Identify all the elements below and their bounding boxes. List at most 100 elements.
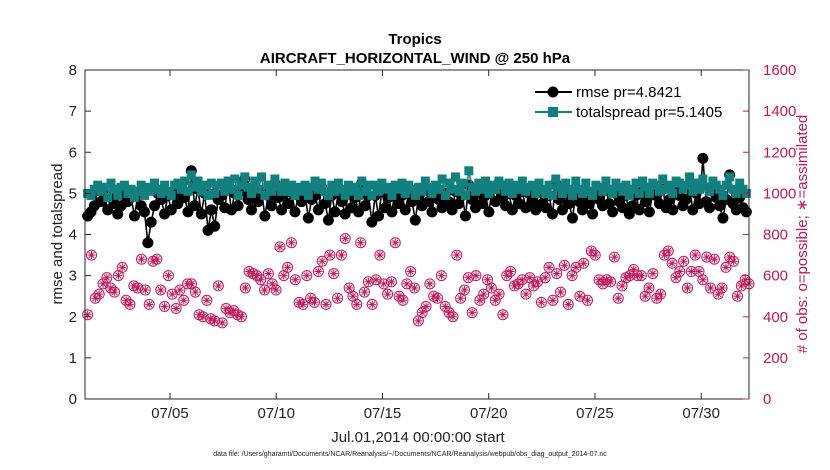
rmse-point [112,208,124,220]
totalspread-point [310,176,320,186]
obs-possible-point [332,292,344,304]
totalspread-point [337,184,347,194]
totalspread-point [360,186,370,196]
rmse-point [453,198,465,210]
rmse-point [329,206,341,218]
obs-assimilated-point [318,257,327,266]
obs-assimilated-point [260,286,269,295]
rmse-point [302,212,314,224]
y-tick-label: 4 [69,227,77,244]
obs-possible-point [339,233,351,245]
obs-assimilated-point [310,298,319,307]
totalspread-point [444,178,454,188]
obs-assimilated-point [241,283,250,292]
obs-assimilated-point [402,279,411,288]
obs-possible-point [474,294,486,306]
y-right-tick-label: 800 [763,227,788,244]
rmse-point [359,200,371,212]
obs-possible-point [489,294,501,306]
obs-possible-point [547,294,559,306]
obs-possible-point [443,307,455,319]
obs-possible-point [285,237,297,249]
obs-assimilated-point [364,277,373,286]
obs-assimilated-point [199,312,208,321]
totalspread-point [497,180,507,190]
rmse-point [607,206,619,218]
totalspread-point [668,188,678,198]
totalspread-point [551,174,561,184]
obs-assimilated-point [675,267,684,276]
totalspread-point [481,176,491,186]
obs-assimilated-point [437,271,446,280]
totalspread-point [581,178,591,188]
totalspread-point [631,178,641,188]
obs-possible-point [497,309,509,321]
obs-possible-point [358,286,370,298]
rmse-point [546,208,558,220]
obs-possible-point [289,274,301,286]
totalspread-point [578,188,588,198]
obs-assimilated-point [152,255,161,264]
obs-assimilated-point [606,277,615,286]
rmse-point [209,220,221,232]
rmse-point [740,206,752,218]
y-tick-label: 6 [69,144,77,161]
totalspread-point [203,190,213,200]
rmse-point [459,210,471,222]
obs-possible-point [451,249,463,261]
totalspread-point [106,178,116,188]
totalspread-point [501,186,511,196]
rmse-point [483,206,495,218]
rmse-point [423,196,435,208]
x-tick-label: 07/20 [470,405,508,422]
totalspread-point [243,182,253,192]
rmse-point [426,206,438,218]
totalspread-point [323,190,333,200]
obs-assimilated-point [521,290,530,299]
obs-possible-point [681,282,693,294]
obs-assimilated-point [187,279,196,288]
totalspread-point [283,186,293,196]
totalspread-point [561,178,571,188]
totalspread-point [504,178,514,188]
totalspread-point [183,186,193,196]
totalspread-point [644,188,654,198]
obs-assimilated-point [191,288,200,297]
totalspread-point [718,190,728,200]
obs-possible-point [397,294,409,306]
obs-assimilated-point [706,283,715,292]
obs-assimilated-point [368,300,377,309]
obs-assimilated-point [295,298,304,307]
obs-assimilated-point [214,281,223,290]
x-tick-label: 07/15 [364,405,402,422]
totalspread-point [541,188,551,198]
obs-assimilated-point [518,275,527,284]
x-axis-label: Jul.01,2014 00:00:00 start [331,429,505,446]
totalspread-point [287,180,297,190]
rmse-point [145,216,157,228]
y-tick-label: 8 [69,62,77,79]
y-axis-label: rmse and totalspread [49,164,66,305]
obs-assimilated-point [337,251,346,260]
obs-possible-point [689,249,701,261]
y-right-tick-label: 200 [763,350,788,367]
obs-assimilated-point [406,267,415,276]
totalspread-point [420,176,430,186]
rmse-point [266,200,278,212]
totalspread-point [370,180,380,190]
axes: 07/05 07/10 07/15 07/20 07/25 07/300123456780… [69,62,797,422]
obs-assimilated-point [283,263,292,272]
obs-possible-point [512,278,524,290]
obs-possible-point [435,270,447,282]
obs-possible-point [86,249,98,261]
obs-possible-point [235,311,247,323]
rmse-point [195,208,207,220]
obs-assimilated-point [322,300,331,309]
obs-assimilated-point [733,292,742,301]
totalspread-point [173,178,183,188]
totalspread-point [364,180,374,190]
rmse-point [603,198,615,210]
totalspread-point [698,174,708,184]
obs-assimilated-point [648,269,657,278]
totalspread-point [313,184,323,194]
